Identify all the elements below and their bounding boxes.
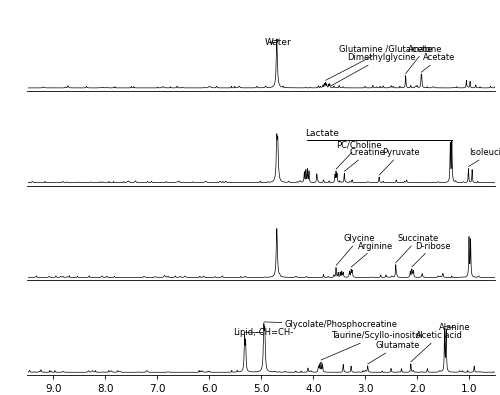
- Text: Pyruvate: Pyruvate: [379, 148, 420, 175]
- Text: Alanine: Alanine: [439, 323, 470, 332]
- Text: Glycine: Glycine: [336, 234, 375, 265]
- Text: Taurine/Scyllo-inositol: Taurine/Scyllo-inositol: [321, 331, 423, 360]
- Text: Arginine: Arginine: [351, 242, 394, 267]
- Text: Acetone: Acetone: [406, 45, 442, 73]
- Text: Lactate: Lactate: [305, 129, 339, 138]
- Text: Dimethylglycine: Dimethylglycine: [332, 53, 415, 86]
- Text: Isoleucine: Isoleucine: [468, 148, 500, 167]
- Text: PC/Choline: PC/Choline: [336, 140, 382, 169]
- Text: Succinate: Succinate: [396, 234, 438, 263]
- Text: Glutamate: Glutamate: [368, 341, 420, 364]
- Text: Water: Water: [265, 38, 291, 47]
- Text: Glycolate/Phosphocreatine: Glycolate/Phosphocreatine: [264, 320, 398, 329]
- Text: Acetate: Acetate: [421, 53, 456, 72]
- Text: Glutamine /Glutamate: Glutamine /Glutamate: [326, 45, 433, 80]
- Text: Creatine: Creatine: [344, 148, 386, 171]
- Text: Lipid,-CH=CH-: Lipid,-CH=CH-: [232, 328, 293, 337]
- Text: D-ribose: D-ribose: [412, 242, 451, 267]
- Text: Acetic acid: Acetic acid: [411, 331, 462, 362]
